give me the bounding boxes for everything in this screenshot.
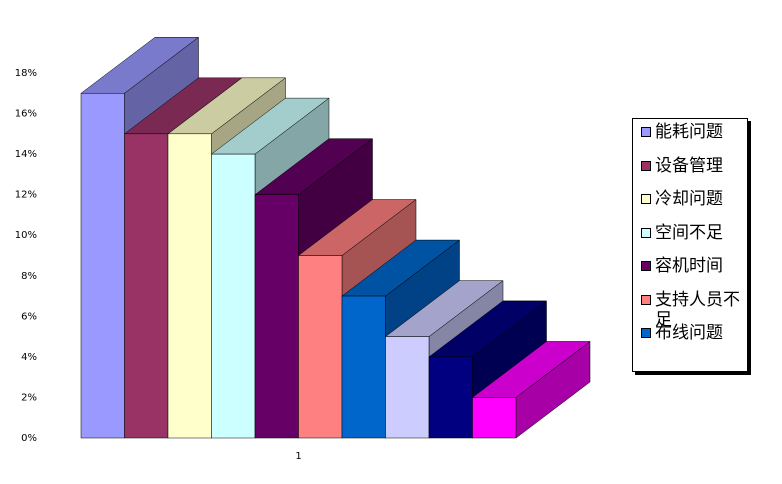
y-tick-label: 4% <box>21 352 37 363</box>
legend-label: 设备管理 <box>655 155 723 176</box>
legend-swatch <box>641 127 651 137</box>
legend-swatch <box>641 194 651 204</box>
bar <box>428 356 473 439</box>
legend-swatch <box>641 261 651 271</box>
legend-swatch <box>641 160 651 171</box>
y-tick-label: 14% <box>15 149 37 160</box>
y-tick-label: 8% <box>21 271 37 282</box>
legend-label: 容机时间 <box>655 256 723 276</box>
y-tick-label: 16% <box>15 109 37 120</box>
bar <box>211 153 256 439</box>
bar <box>298 255 343 439</box>
y-tick-label: 12% <box>15 190 37 201</box>
legend-label: 空间不足 <box>655 222 723 243</box>
y-tick-label: 18% <box>15 68 37 79</box>
y-tick-label: 10% <box>15 230 37 241</box>
bar <box>472 397 517 439</box>
bar <box>167 133 212 439</box>
bar <box>124 133 169 439</box>
legend-swatch <box>641 328 651 338</box>
bar <box>385 336 430 439</box>
y-tick-label: 6% <box>21 311 37 322</box>
legend-label: 能耗问题 <box>655 122 723 142</box>
legend-swatch <box>641 227 651 238</box>
bar <box>341 295 386 439</box>
y-tick-label: 0% <box>21 433 37 444</box>
legend-label: 布线问题 <box>655 323 723 343</box>
y-tick-label: 2% <box>21 392 37 403</box>
x-tick-label: 1 <box>295 451 301 462</box>
bar <box>254 194 299 439</box>
legend-label: 支持人员不足 <box>655 289 740 330</box>
bar <box>80 93 125 439</box>
legend-swatch <box>641 294 651 305</box>
legend: 能耗问题设备管理冷却问题空间不足容机时间支持人员不足 布线问题 <box>632 118 748 372</box>
legend-label: 冷却问题 <box>655 189 723 209</box>
